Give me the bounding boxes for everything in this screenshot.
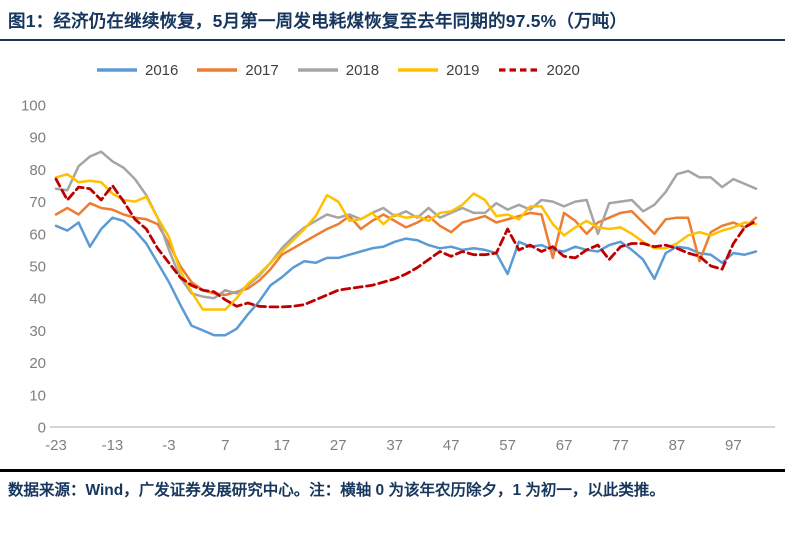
legend-label: 2017 [245,61,279,79]
x-tick-label: 27 [330,437,347,454]
chart-legend: 2016 2017 2018 2019 2020 [96,59,656,81]
footer-divider-line [0,469,785,472]
data-source-note: 数据来源：Wind，广发证券发展研究中心。注：横轴 0 为该年农历除夕，1 为初… [8,482,665,499]
legend-line-swatch-2018 [297,68,338,72]
x-tick-label: -23 [45,437,67,454]
legend-item-2017: 2017 [196,61,279,79]
y-tick-label: 100 [21,98,46,115]
legend-item-2020: 2020 [498,63,580,78]
x-tick-label: 57 [499,437,516,454]
legend-item-2018: 2018 [297,63,379,78]
y-tick-label: 0 [38,420,46,437]
line-chart-canvas: 0 10 20 30 40 50 60 70 80 90 100 -23 -13 -3 7 17 27 37 47 5… [21,98,775,454]
legend-label: 2018 [345,61,380,79]
y-tick-label: 90 [29,130,46,147]
x-tick-label: 97 [725,437,742,454]
x-tick-label: 7 [221,437,229,454]
series-line-2018 [54,150,758,300]
legend-label: 2016 [145,61,179,79]
series-line-2020 [54,177,758,309]
legend-label: 2019 [446,61,480,79]
x-tick-label: 47 [443,437,460,454]
x-tick-label: -13 [102,437,124,454]
x-tick-label: 17 [273,437,290,454]
y-tick-label: 80 [29,162,46,179]
y-tick-label: 70 [29,194,46,211]
series-line-2019 [54,172,758,311]
title-divider-line [0,39,785,41]
y-tick-label: 30 [29,323,46,340]
x-tick-label: 37 [386,437,403,454]
chart-title: 图1：经济仍在继续恢复，5月第一周发电耗煤恢复至去年同期的97.5%（万吨） [8,11,628,31]
y-tick-label: 10 [29,387,46,404]
legend-line-swatch-2017 [197,68,238,72]
legend-label: 2020 [546,61,580,79]
line-chart: 0 10 20 30 40 50 60 70 80 90 100 -23 -13 -3 7 17 27 37 47 5… [0,92,785,464]
legend-line-swatch-2019 [398,68,439,72]
series-line-2016 [54,216,758,337]
y-tick-label: 60 [29,226,46,243]
x-tick-label: 87 [669,437,686,454]
y-tick-label: 40 [29,291,46,308]
x-tick-label: -3 [162,437,175,454]
x-tick-label: 67 [556,437,573,454]
legend-item-2016: 2016 [96,63,178,78]
y-tick-label: 20 [29,355,46,372]
x-tick-label: 77 [612,437,629,454]
legend-item-2019: 2019 [397,61,480,79]
y-tick-label: 50 [29,259,46,276]
legend-line-swatch-2016 [97,68,137,72]
legend-line-swatch-2020 [498,68,539,72]
